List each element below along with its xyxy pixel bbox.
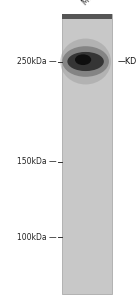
Text: 100kDa —: 100kDa — — [17, 232, 56, 242]
Ellipse shape — [60, 38, 111, 84]
Text: 250kDa —: 250kDa — — [17, 57, 56, 66]
Bar — [62, 14, 112, 19]
Ellipse shape — [67, 52, 104, 71]
Text: Mouse lung: Mouse lung — [81, 0, 119, 8]
Ellipse shape — [75, 54, 91, 65]
Bar — [62, 14, 112, 294]
Ellipse shape — [62, 46, 109, 77]
Text: 150kDa —: 150kDa — — [17, 158, 56, 166]
Text: —KDM5A: —KDM5A — [118, 57, 137, 66]
